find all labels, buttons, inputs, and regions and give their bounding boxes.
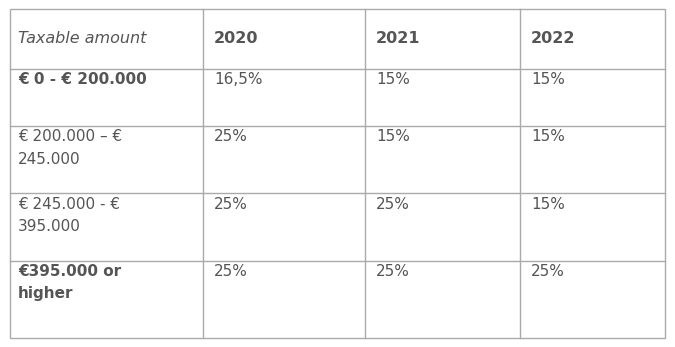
- Text: 15%: 15%: [376, 73, 410, 87]
- Text: Taxable amount: Taxable amount: [18, 31, 146, 46]
- Text: 25%: 25%: [376, 264, 410, 279]
- Text: €395.000 or
higher: €395.000 or higher: [18, 264, 122, 301]
- Text: 2022: 2022: [531, 31, 576, 46]
- Text: 25%: 25%: [376, 197, 410, 212]
- Text: 2020: 2020: [214, 31, 259, 46]
- Text: 15%: 15%: [531, 129, 565, 144]
- Text: € 0 - € 200.000: € 0 - € 200.000: [18, 73, 147, 87]
- Text: 15%: 15%: [531, 73, 565, 87]
- Text: 15%: 15%: [376, 129, 410, 144]
- Text: 25%: 25%: [214, 197, 248, 212]
- Text: 16,5%: 16,5%: [214, 73, 263, 87]
- Text: 25%: 25%: [214, 129, 248, 144]
- Text: 25%: 25%: [531, 264, 565, 279]
- Text: € 200.000 – €
245.000: € 200.000 – € 245.000: [18, 129, 122, 167]
- Text: € 245.000 - €
395.000: € 245.000 - € 395.000: [18, 197, 120, 234]
- Text: 25%: 25%: [214, 264, 248, 279]
- Text: 2021: 2021: [376, 31, 421, 46]
- Text: 15%: 15%: [531, 197, 565, 212]
